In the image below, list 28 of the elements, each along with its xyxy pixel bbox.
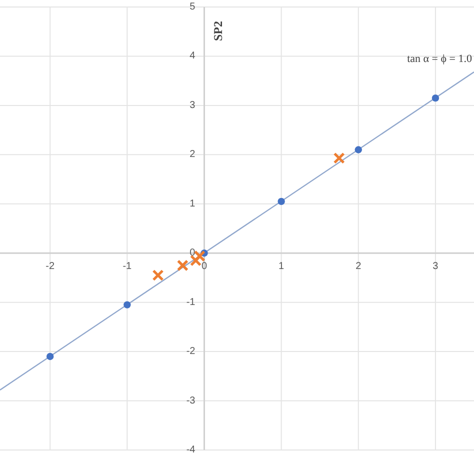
y-tick-label: -3 [186, 395, 196, 406]
point [194, 250, 206, 262]
x-tick-label: 0 [201, 261, 208, 272]
y-axis-title: SP2 [211, 20, 226, 42]
point [124, 301, 131, 308]
point [46, 352, 54, 360]
point [432, 94, 440, 102]
point [354, 146, 362, 154]
y-tick-label: 1 [190, 198, 196, 210]
x-tick-label: -2 [46, 261, 55, 272]
point [190, 254, 202, 266]
y-tick-label: 5 [190, 2, 196, 12]
y-tick-label: -2 [186, 346, 196, 358]
y-tick-label: 0 [190, 248, 196, 259]
x-tick-label: 3 [432, 261, 439, 272]
x-tick-label: 1 [278, 261, 285, 272]
point [333, 152, 345, 164]
y-tick-label: -4 [186, 444, 196, 456]
y-tick-label: -1 [186, 296, 196, 308]
annotation: tan α = ϕ = 1.0 [407, 53, 472, 65]
y-tick-label: 4 [190, 50, 196, 62]
point [176, 260, 188, 272]
y-tick-label: 3 [190, 100, 196, 111]
x-tick-label: -1 [122, 261, 132, 272]
point [278, 198, 285, 206]
y-tick-label: 2 [190, 149, 196, 160]
x-tick-label: 2 [356, 261, 362, 272]
point [152, 269, 164, 282]
